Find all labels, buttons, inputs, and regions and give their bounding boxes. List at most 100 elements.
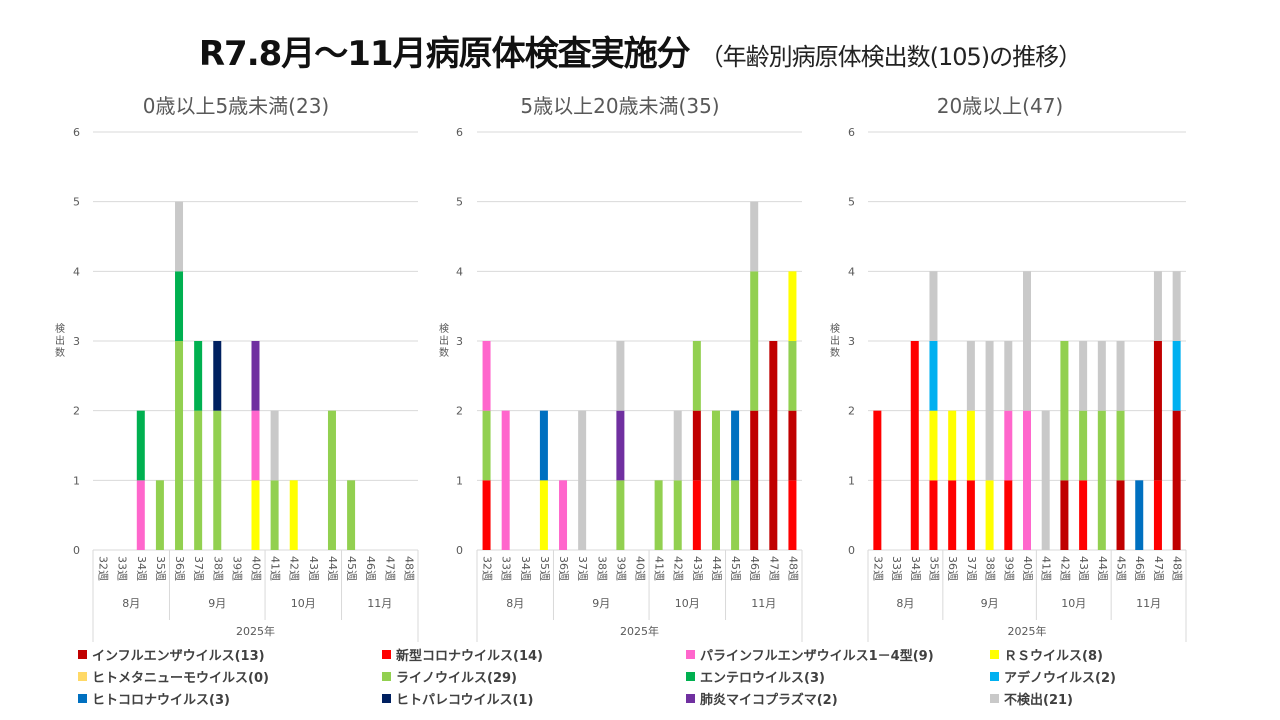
legend-label: ヒトコロナウイルス(3) bbox=[92, 693, 230, 708]
bar-segment-none bbox=[1041, 410, 1050, 550]
x-week-label: 38週 bbox=[595, 556, 608, 581]
bar-segment-covid bbox=[788, 480, 797, 550]
bar-segment-none bbox=[985, 341, 994, 481]
x-month-label: 9月 bbox=[981, 597, 999, 610]
y-tick-label: 0 bbox=[456, 544, 463, 557]
legend-label: ライノウイルス(29) bbox=[396, 671, 517, 686]
x-month-label: 9月 bbox=[208, 597, 226, 610]
x-week-label: 35週 bbox=[154, 556, 167, 581]
bar-segment-rhino bbox=[482, 410, 491, 481]
bar-segment-none bbox=[750, 201, 759, 272]
legend-label: アデノウイルス(2) bbox=[1004, 671, 1116, 686]
legend-item-para: パラインフルエンザウイルス1－4型(9) bbox=[686, 645, 934, 664]
x-week-label: 45週 bbox=[729, 556, 742, 581]
bar-segment-rs bbox=[985, 480, 994, 550]
legend-swatch bbox=[382, 672, 391, 681]
y-tick-label: 0 bbox=[73, 544, 80, 557]
bar-segment-para bbox=[501, 410, 510, 550]
bar-segment-covid bbox=[1004, 480, 1013, 550]
x-week-label: 33週 bbox=[500, 556, 513, 581]
bar-segment-flu bbox=[1060, 480, 1069, 550]
y-tick-label: 4 bbox=[848, 265, 855, 278]
legend-item-rs: ＲＳウイルス(8) bbox=[990, 645, 1103, 664]
legend-swatch bbox=[686, 694, 695, 703]
bar-segment-flu bbox=[788, 410, 797, 481]
legend-item-hcov: ヒトコロナウイルス(3) bbox=[78, 689, 230, 708]
y-tick-label: 1 bbox=[456, 474, 463, 487]
bar-segment-none bbox=[1004, 341, 1013, 411]
bar-segment-none bbox=[1153, 271, 1162, 341]
y-tick-label: 2 bbox=[848, 405, 855, 418]
legend-swatch bbox=[686, 672, 695, 681]
bar-segment-rhino bbox=[175, 341, 184, 550]
x-week-label: 47週 bbox=[383, 556, 396, 581]
y-tick-label: 5 bbox=[456, 196, 463, 209]
x-week-label: 48週 bbox=[1171, 556, 1184, 581]
legend-item-flu: インフルエンザウイルス(13) bbox=[78, 645, 265, 664]
bar-segment-adeno bbox=[929, 341, 938, 411]
y-axis-label: 検 bbox=[439, 322, 449, 335]
legend-item-entero: エンテロウイルス(3) bbox=[686, 667, 825, 686]
bar-segment-covid bbox=[929, 480, 938, 550]
x-month-label: 8月 bbox=[506, 597, 524, 610]
x-week-label: 43週 bbox=[307, 556, 320, 581]
bar-segment-none bbox=[1023, 271, 1031, 411]
bar-segment-rhino bbox=[711, 410, 720, 550]
bar-segment-rs bbox=[929, 410, 938, 481]
y-tick-label: 3 bbox=[456, 335, 463, 348]
x-week-label: 39週 bbox=[1002, 556, 1015, 581]
x-week-label: 47週 bbox=[767, 556, 780, 581]
x-week-label: 46週 bbox=[364, 556, 377, 581]
bar-segment-none bbox=[673, 410, 682, 481]
x-week-label: 33週 bbox=[890, 556, 903, 581]
x-week-label: 34週 bbox=[135, 556, 148, 581]
x-week-label: 45週 bbox=[345, 556, 358, 581]
legend-item-covid: 新型コロナウイルス(14) bbox=[382, 645, 543, 664]
bar-segment-none bbox=[966, 341, 975, 411]
legend-label: 新型コロナウイルス(14) bbox=[396, 649, 543, 664]
bar-segment-rhino bbox=[616, 480, 625, 550]
legend-swatch bbox=[990, 672, 999, 681]
bar-segment-rhino bbox=[654, 480, 663, 550]
legend-swatch bbox=[382, 650, 391, 659]
bar-segment-rs bbox=[539, 480, 548, 550]
x-week-label: 46週 bbox=[748, 556, 761, 581]
legend-swatch bbox=[686, 650, 695, 659]
x-week-label: 42週 bbox=[672, 556, 685, 581]
y-axis-label: 出 bbox=[55, 334, 65, 347]
bar-segment-covid bbox=[910, 341, 919, 550]
x-month-label: 11月 bbox=[367, 597, 392, 610]
x-month-label: 8月 bbox=[122, 597, 140, 610]
legend-item-none: 不検出(21) bbox=[990, 689, 1073, 708]
bar-segment-rhino bbox=[155, 480, 164, 550]
bar-segment-para bbox=[1004, 410, 1013, 481]
bar-segment-covid bbox=[692, 480, 701, 550]
bar-segment-none bbox=[270, 410, 279, 481]
x-week-label: 37週 bbox=[576, 556, 589, 581]
x-week-label: 32週 bbox=[481, 556, 494, 581]
legend-swatch bbox=[382, 694, 391, 703]
x-week-label: 32週 bbox=[871, 556, 884, 581]
bar-segment-covid bbox=[482, 480, 491, 550]
x-week-label: 34週 bbox=[519, 556, 532, 581]
x-week-label: 35週 bbox=[927, 556, 940, 581]
x-week-label: 37週 bbox=[965, 556, 978, 581]
bar-segment-covid bbox=[1079, 480, 1088, 550]
bar-segment-myco bbox=[251, 341, 260, 411]
legend-swatch bbox=[990, 650, 999, 659]
bar-segment-adeno bbox=[1172, 341, 1181, 411]
y-tick-label: 4 bbox=[456, 265, 463, 278]
x-week-label: 39週 bbox=[614, 556, 627, 581]
bar-segment-rhino bbox=[1060, 341, 1069, 481]
legend-item-adeno: アデノウイルス(2) bbox=[990, 667, 1116, 686]
x-week-label: 38週 bbox=[211, 556, 224, 581]
bar-segment-flu bbox=[750, 410, 759, 550]
y-axis-label: 数 bbox=[55, 346, 65, 359]
page-title: R7.8月～11月病原体検査実施分 （年齢別病原体検出数(105)の推移） bbox=[0, 26, 1280, 75]
bar-segment-para bbox=[559, 480, 568, 550]
y-tick-label: 5 bbox=[73, 196, 80, 209]
chart-title: 0歳以上5歳未満(23) bbox=[143, 94, 330, 118]
x-week-label: 43週 bbox=[1077, 556, 1090, 581]
x-week-label: 41週 bbox=[1040, 556, 1053, 581]
bar-segment-rhino bbox=[1116, 410, 1125, 481]
